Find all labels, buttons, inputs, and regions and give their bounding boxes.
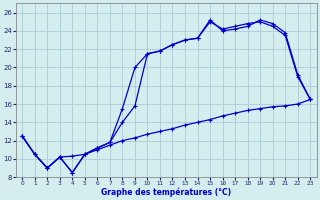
X-axis label: Graphe des températures (°C): Graphe des températures (°C)	[101, 187, 231, 197]
